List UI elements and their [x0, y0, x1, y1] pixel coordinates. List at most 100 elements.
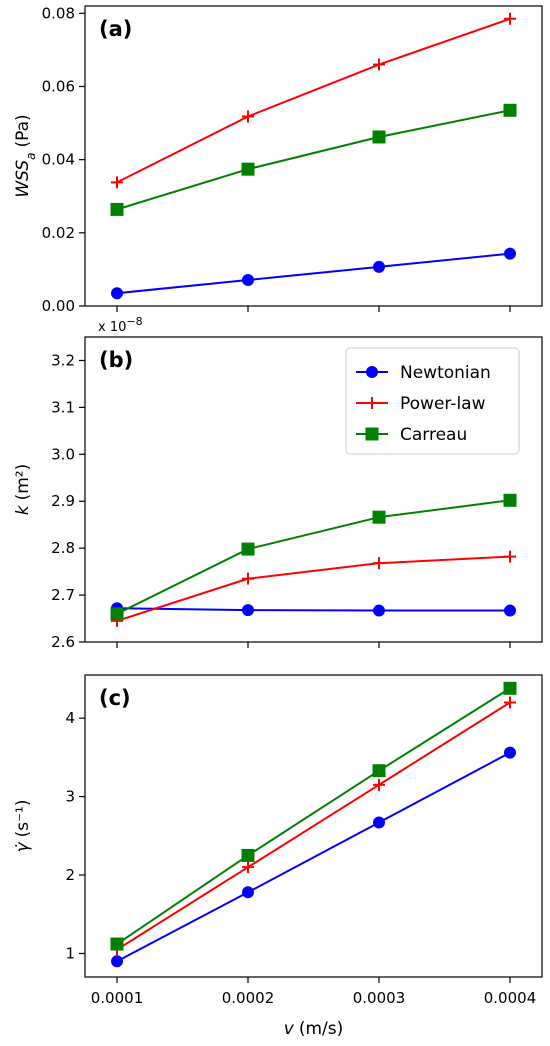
- data-point: [242, 572, 254, 585]
- panel-3: 1 2 3 4 0.0001 0.0002 0.0003 0.0004 (c) γ̇ (s⁻¹) v(…: [13, 674, 543, 1039]
- legend-marker: [366, 397, 378, 409]
- series-line: [116, 751, 511, 963]
- axes-frame: [84, 336, 543, 643]
- panel-1: 0.00 0.02 0.04 0.06 0.08 (a) WSSa (Pa): [13, 4, 543, 315]
- data-point: [110, 937, 124, 951]
- offset-label: x 10−8: [98, 315, 143, 335]
- y-tick-label: 2.9: [51, 492, 75, 510]
- offset-label-exponent: −8: [126, 315, 142, 328]
- data-point: [504, 247, 516, 260]
- series-carreau: [110, 681, 517, 951]
- data-point: [373, 557, 385, 570]
- data-point: [372, 130, 386, 144]
- data-point: [111, 176, 123, 189]
- x-tick-label: 0.0002: [222, 989, 275, 1007]
- data-point: [110, 202, 124, 216]
- data-point: [373, 778, 385, 791]
- series-newtonian: [111, 247, 516, 300]
- data-point: [372, 510, 386, 524]
- y-tick-label: 2: [65, 866, 75, 884]
- y-tick-label: 0.02: [42, 224, 75, 242]
- data-point: [242, 604, 254, 617]
- series-line: [116, 701, 511, 951]
- series-carreau: [110, 493, 517, 621]
- data-point: [503, 493, 517, 507]
- legend-box: [345, 347, 520, 455]
- y-axis-label: γ̇ (s⁻¹): [13, 800, 33, 853]
- x-tick-label: 0.0003: [353, 989, 406, 1007]
- offset-label-base: x 10: [98, 320, 126, 335]
- series-newtonian: [111, 746, 516, 968]
- data-point: [373, 604, 385, 617]
- y-axis-label-unit: (s⁻¹): [13, 800, 33, 838]
- axes-frame: [84, 5, 543, 307]
- y-axis-label-symbol: γ̇: [13, 841, 33, 852]
- panels: 0.00 0.02 0.04 0.06 0.08 (a) WSSa (Pa) 2.6 2.7 2.8…: [13, 4, 543, 1039]
- y-tick-label: 0.08: [42, 4, 75, 22]
- data-point: [242, 274, 254, 287]
- y-tick-label: 2.8: [51, 539, 75, 557]
- series-line: [116, 687, 511, 945]
- data-point: [111, 955, 123, 968]
- data-point: [242, 886, 254, 899]
- series-carreau: [110, 103, 517, 216]
- legend-label: Power-law: [400, 394, 486, 414]
- series-line: [116, 499, 511, 615]
- panel-label: (c): [99, 686, 131, 710]
- y-tick-label: 3: [65, 788, 75, 806]
- series-line: [116, 555, 511, 622]
- data-point: [504, 550, 516, 563]
- legend-label: Newtonian: [400, 363, 491, 383]
- data-point: [372, 764, 386, 778]
- x-tick-label: 0.0001: [91, 989, 144, 1007]
- data-point: [242, 861, 254, 874]
- y-axis-label-unit: (m²): [13, 464, 33, 501]
- y-axis-label: WSSa (Pa): [13, 114, 38, 197]
- legend-marker: [365, 427, 379, 441]
- y-axis-label-symbol: k: [13, 504, 33, 515]
- data-point: [373, 58, 385, 71]
- y-tick-label: 3.0: [51, 445, 75, 463]
- data-point: [503, 103, 517, 117]
- panel-label: (b): [99, 348, 133, 372]
- legend: Newtonian Power-law Carreau: [345, 347, 520, 455]
- data-point: [504, 696, 516, 709]
- y-axis-label-unit: (Pa): [13, 114, 33, 147]
- panel-label: (a): [99, 17, 132, 41]
- data-point: [504, 746, 516, 759]
- data-point: [373, 260, 385, 273]
- y-tick-label: 3.1: [51, 398, 75, 416]
- y-axis-label: k (m²): [13, 464, 33, 516]
- y-tick-label: 1: [65, 944, 75, 962]
- series-line: [116, 17, 511, 184]
- data-point: [110, 607, 124, 621]
- y-tick-label: 0.06: [42, 77, 75, 95]
- data-point: [241, 162, 255, 176]
- y-tick-label: 2.7: [51, 586, 75, 604]
- y-tick-label: 0.00: [42, 297, 75, 315]
- data-point: [241, 848, 255, 862]
- x-axis-label-unit: (m/s): [299, 1019, 343, 1039]
- x-axis-label: v (m/s): [284, 1019, 343, 1039]
- data-point: [242, 110, 254, 123]
- series-line: [116, 607, 510, 612]
- series-line: [116, 252, 511, 295]
- data-point: [504, 604, 516, 617]
- data-point: [504, 12, 516, 25]
- x-tick-label: 0.0004: [484, 989, 537, 1007]
- data-point: [241, 542, 255, 556]
- y-axis-label-subscript: a: [24, 153, 38, 160]
- series-line: [116, 109, 511, 211]
- y-tick-label: 2.6: [51, 633, 75, 651]
- series-power-law: [111, 12, 516, 189]
- y-tick-label: 0.04: [42, 151, 75, 169]
- y-tick-label: 3.2: [51, 351, 75, 369]
- data-point: [111, 287, 123, 300]
- y-tick-label: 4: [65, 709, 75, 727]
- legend-marker: [366, 366, 378, 378]
- x-axis-label-symbol: v: [284, 1019, 295, 1039]
- y-axis-label-symbol: WSS: [13, 160, 33, 198]
- data-point: [373, 816, 385, 829]
